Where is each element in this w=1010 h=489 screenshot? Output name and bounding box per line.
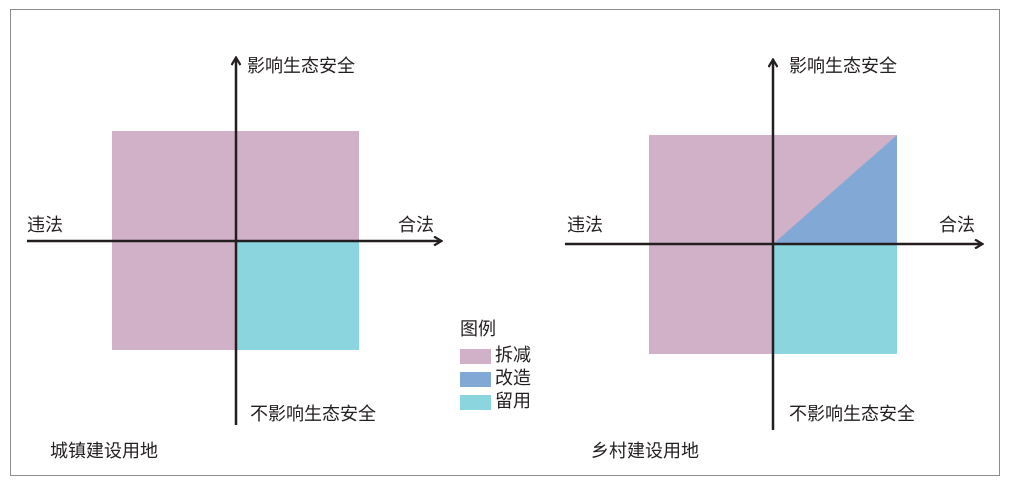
right-axis-left-label: 违法 <box>567 215 603 236</box>
left-diagram-caption: 城镇建设用地 <box>50 441 158 462</box>
legend-title: 图例 <box>460 319 496 340</box>
legend-swatch-retain <box>460 395 491 410</box>
left-retain-region <box>236 241 359 350</box>
left-axis-left-label: 违法 <box>27 215 63 236</box>
right-diagram <box>565 60 982 430</box>
right-retain-region <box>773 244 897 354</box>
legend-label-renovate: 改造 <box>495 368 531 389</box>
legend-swatch-renovate <box>460 372 491 387</box>
right-axis-right-label: 合法 <box>939 215 975 236</box>
left-axis-top-label: 影响生态安全 <box>247 56 355 77</box>
right-diagram-caption: 乡村建设用地 <box>591 441 699 462</box>
right-axis-top-label: 影响生态安全 <box>789 56 897 77</box>
left-axis-right-label: 合法 <box>398 215 434 236</box>
right-renovate-region <box>773 135 897 244</box>
figure-frame <box>10 9 1000 476</box>
left-diagram <box>27 58 441 425</box>
left-axis-bottom-label: 不影响生态安全 <box>250 404 376 425</box>
right-axis-bottom-label: 不影响生态安全 <box>789 404 915 425</box>
legend-label-retain: 留用 <box>495 391 531 412</box>
legend-label-demolish: 拆减 <box>495 345 531 366</box>
legend-swatch-demolish <box>460 349 491 364</box>
